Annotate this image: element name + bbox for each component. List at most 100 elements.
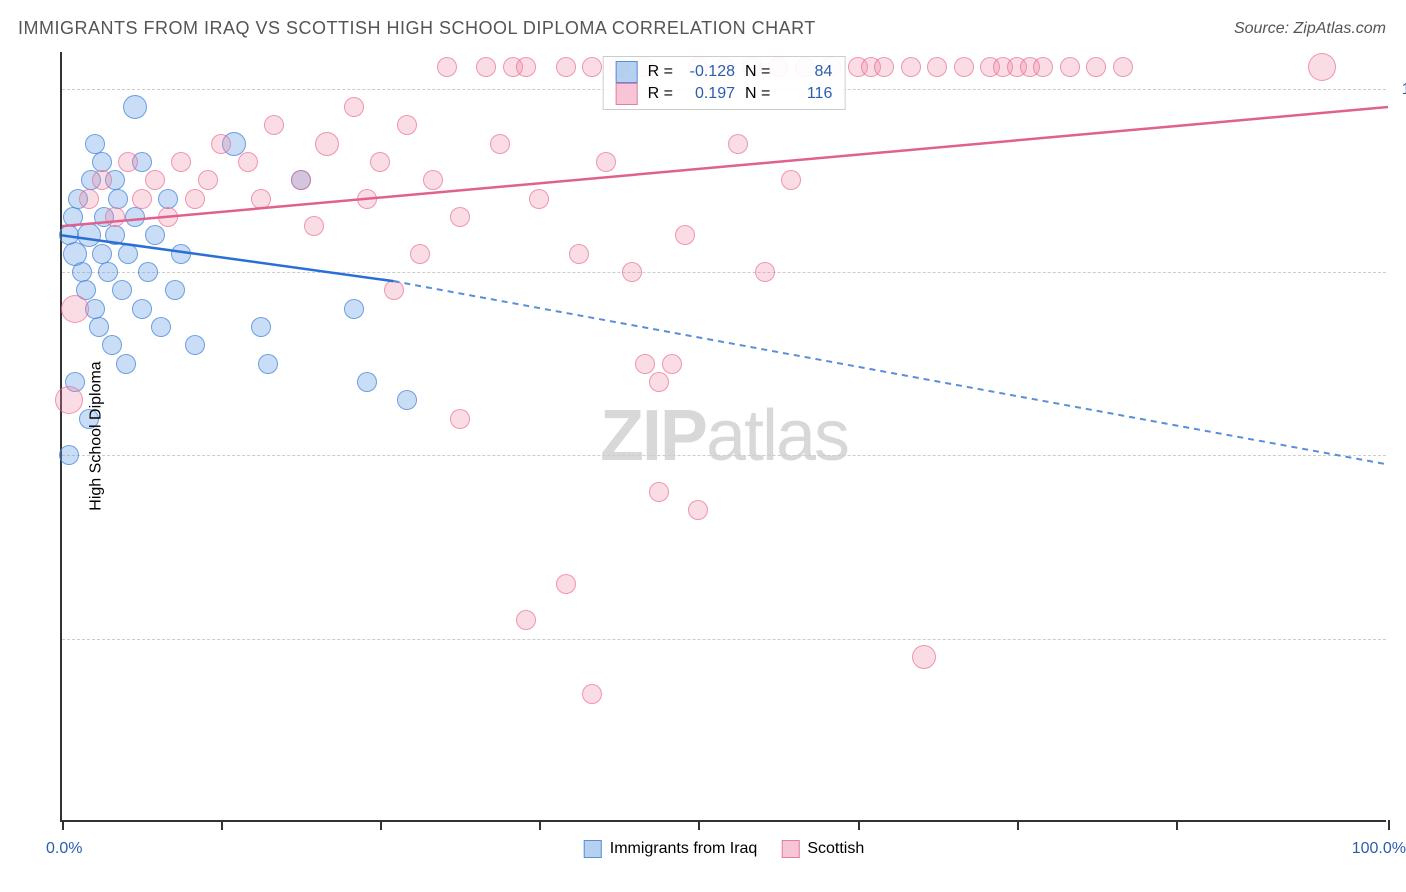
data-point-scottish xyxy=(728,134,748,154)
data-point-scottish xyxy=(118,152,138,172)
data-point-iraq xyxy=(357,372,377,392)
y-tick-label: 90.0% xyxy=(1396,264,1406,282)
data-point-scottish xyxy=(423,170,443,190)
r-label: R = xyxy=(648,63,673,81)
data-point-scottish xyxy=(1060,57,1080,77)
data-point-iraq xyxy=(102,335,122,355)
data-point-iraq xyxy=(125,207,145,227)
x-tick xyxy=(221,820,223,830)
swatch-iraq xyxy=(616,61,638,83)
data-point-scottish xyxy=(874,57,894,77)
legend-label-iraq: Immigrants from Iraq xyxy=(610,840,758,858)
legend-label-scottish: Scottish xyxy=(807,840,864,858)
data-point-iraq xyxy=(138,262,158,282)
data-point-iraq xyxy=(85,134,105,154)
data-point-scottish xyxy=(781,170,801,190)
x-tick xyxy=(380,820,382,830)
data-point-scottish xyxy=(954,57,974,77)
data-point-iraq xyxy=(92,244,112,264)
data-point-scottish xyxy=(556,57,576,77)
data-point-scottish xyxy=(490,134,510,154)
data-point-iraq xyxy=(151,317,171,337)
data-point-iraq xyxy=(251,317,271,337)
data-point-scottish xyxy=(79,189,99,209)
data-point-scottish xyxy=(264,115,284,135)
data-point-scottish xyxy=(304,216,324,236)
data-point-scottish xyxy=(291,170,311,190)
data-point-scottish xyxy=(211,134,231,154)
data-point-scottish xyxy=(198,170,218,190)
n-label: N = xyxy=(745,63,770,81)
data-point-scottish xyxy=(185,189,205,209)
data-point-iraq xyxy=(116,354,136,374)
data-point-scottish xyxy=(397,115,417,135)
data-point-scottish xyxy=(476,57,496,77)
data-point-scottish xyxy=(927,57,947,77)
data-point-scottish xyxy=(556,574,576,594)
watermark-bold: ZIP xyxy=(600,396,706,476)
data-point-scottish xyxy=(384,280,404,300)
data-point-scottish xyxy=(582,684,602,704)
plot-area: ZIPatlas 70.0%80.0%90.0%100.0% High Scho… xyxy=(60,52,1386,822)
data-point-scottish xyxy=(596,152,616,172)
data-point-iraq xyxy=(145,225,165,245)
data-point-iraq xyxy=(63,207,83,227)
data-point-scottish xyxy=(450,207,470,227)
bottom-legend: Immigrants from Iraq Scottish xyxy=(584,840,865,858)
y-tick-label: 100.0% xyxy=(1396,81,1406,99)
data-point-scottish xyxy=(516,57,536,77)
data-point-iraq xyxy=(123,95,147,119)
data-point-scottish xyxy=(569,244,589,264)
data-point-scottish xyxy=(145,170,165,190)
x-tick xyxy=(1017,820,1019,830)
data-point-scottish xyxy=(1033,57,1053,77)
data-point-scottish xyxy=(132,189,152,209)
data-point-scottish xyxy=(912,645,936,669)
data-point-iraq xyxy=(344,299,364,319)
stats-row-iraq: R = -0.128 N = 84 xyxy=(616,61,833,83)
legend-item-scottish: Scottish xyxy=(781,840,864,858)
data-point-scottish xyxy=(450,409,470,429)
x-axis-label-max: 100.0% xyxy=(1352,840,1406,858)
data-point-scottish xyxy=(529,189,549,209)
data-point-scottish xyxy=(171,152,191,172)
data-point-scottish xyxy=(1086,57,1106,77)
source-attribution: Source: ZipAtlas.com xyxy=(1234,20,1386,38)
x-tick xyxy=(539,820,541,830)
y-tick-label: 70.0% xyxy=(1396,631,1406,649)
data-point-scottish xyxy=(582,57,602,77)
x-tick xyxy=(858,820,860,830)
data-point-scottish xyxy=(675,225,695,245)
y-axis-title: High School Diploma xyxy=(88,361,106,510)
legend-swatch-iraq xyxy=(584,840,602,858)
legend-swatch-scottish xyxy=(781,840,799,858)
data-point-iraq xyxy=(92,152,112,172)
stats-legend: R = -0.128 N = 84 R = 0.197 N = 116 xyxy=(603,56,846,110)
stats-row-scottish: R = 0.197 N = 116 xyxy=(616,83,833,105)
data-point-scottish xyxy=(437,57,457,77)
data-point-iraq xyxy=(59,445,79,465)
data-point-scottish xyxy=(158,207,178,227)
data-point-scottish xyxy=(649,482,669,502)
data-point-iraq xyxy=(185,335,205,355)
data-point-iraq xyxy=(89,317,109,337)
gridline-y: 90.0% xyxy=(62,272,1386,273)
data-point-iraq xyxy=(171,244,191,264)
data-point-scottish xyxy=(755,262,775,282)
watermark: ZIPatlas xyxy=(600,395,848,477)
data-point-scottish xyxy=(357,189,377,209)
chart-container: { "title": "IMMIGRANTS FROM IRAQ VS SCOT… xyxy=(0,0,1406,892)
x-tick xyxy=(62,820,64,830)
data-point-scottish xyxy=(61,295,89,323)
data-point-iraq xyxy=(118,244,138,264)
n-value-scottish: 116 xyxy=(780,85,832,103)
legend-item-iraq: Immigrants from Iraq xyxy=(584,840,758,858)
data-point-iraq xyxy=(165,280,185,300)
data-point-scottish xyxy=(662,354,682,374)
data-point-scottish xyxy=(1113,57,1133,77)
data-point-scottish xyxy=(105,207,125,227)
data-point-iraq xyxy=(158,189,178,209)
x-tick xyxy=(1388,820,1390,830)
data-point-iraq xyxy=(397,390,417,410)
data-point-iraq xyxy=(132,299,152,319)
